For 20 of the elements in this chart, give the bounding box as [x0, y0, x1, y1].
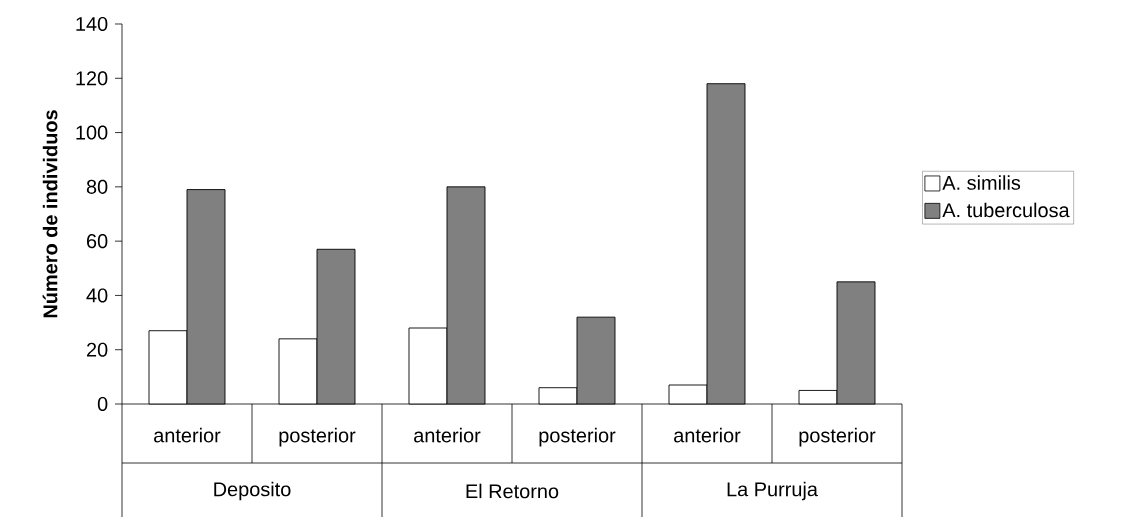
y-tick-label: 100 — [76, 125, 108, 140]
y-tick-label: 0 — [97, 396, 108, 412]
text: Deposito — [214, 481, 291, 501]
y-tick-label: 60 — [87, 234, 108, 249]
y-axis-title: Número de individuos — [42, 110, 58, 318]
x-tick-label: anterior — [154, 427, 221, 443]
y-tick-label: 140 — [76, 16, 108, 32]
legend-label: A. similis — [942, 175, 1021, 190]
x-tick-label: posterior — [799, 427, 876, 447]
y-tick-label: 120 — [76, 71, 108, 86]
y-tick-label: 20 — [87, 342, 108, 357]
text: La Purruja — [727, 481, 818, 501]
x-tick-label: anterior — [674, 427, 741, 443]
x-tick-label: anterior — [414, 427, 481, 443]
legend-label: A. tuberculosa — [942, 202, 1070, 218]
y-tick-label: 80 — [86, 179, 108, 194]
x-tick-label: posterior — [279, 427, 356, 447]
y-tick-label: 40 — [86, 288, 108, 303]
x-tick-label: posterior — [539, 427, 616, 447]
text: El Retorno — [466, 483, 559, 499]
